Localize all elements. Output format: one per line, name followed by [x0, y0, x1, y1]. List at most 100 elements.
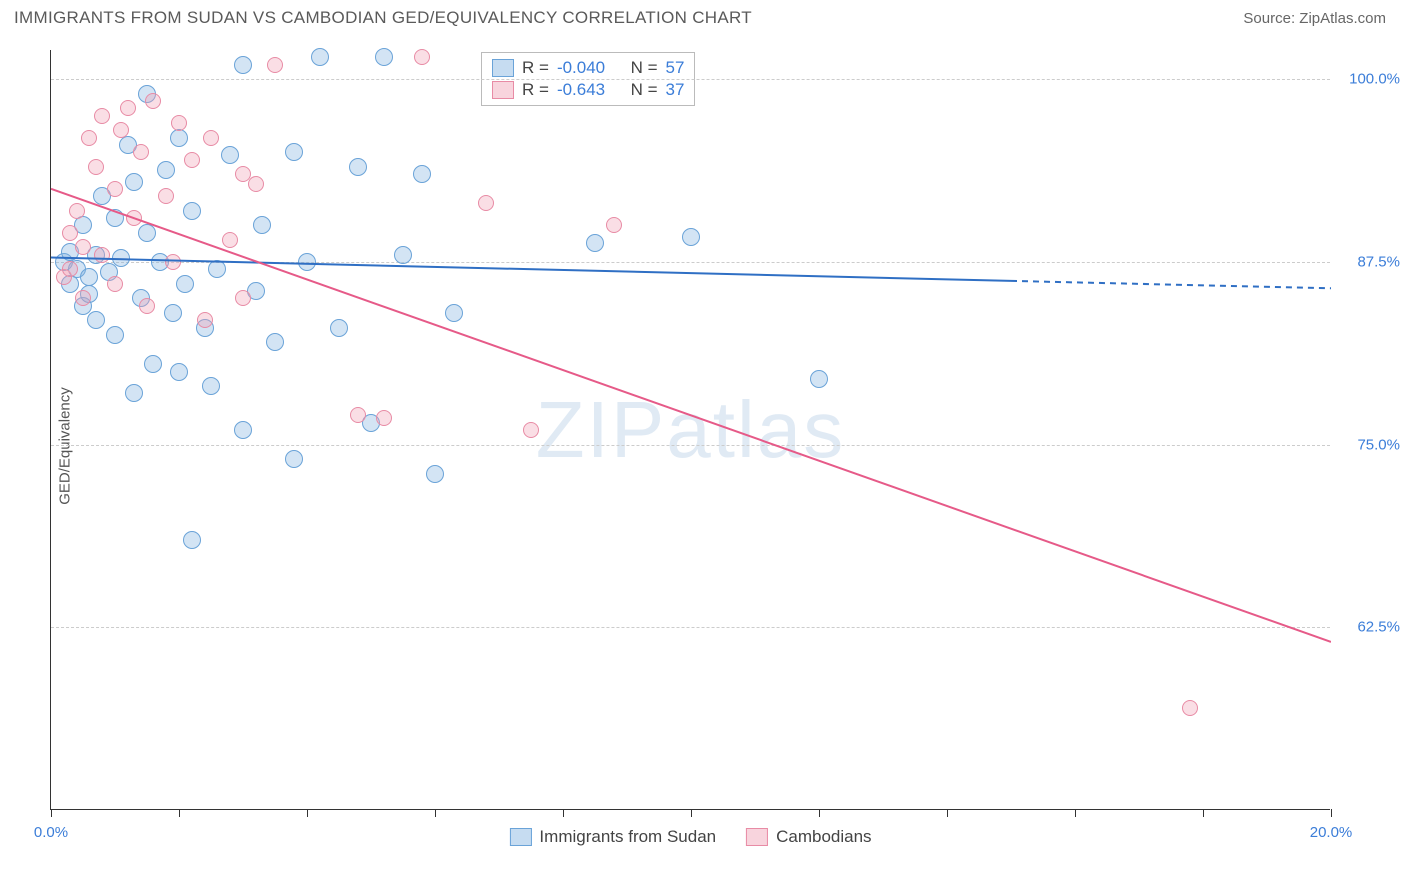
N-value-pink: 37 [666, 80, 685, 100]
x-tick [51, 809, 52, 817]
scatter-point [311, 48, 329, 66]
x-tick [179, 809, 180, 817]
scatter-point [330, 319, 348, 337]
scatter-point [139, 298, 155, 314]
R-label: R = [522, 80, 549, 100]
legend-item-blue: Immigrants from Sudan [509, 827, 716, 847]
scatter-point [125, 173, 143, 191]
x-tick-label: 0.0% [34, 824, 68, 841]
x-tick [947, 809, 948, 817]
scatter-point [62, 225, 78, 241]
watermark: ZIPatlas [536, 384, 845, 476]
scatter-point [184, 152, 200, 168]
scatter-point [69, 203, 85, 219]
scatter-point [87, 311, 105, 329]
scatter-point [158, 188, 174, 204]
scatter-point [138, 224, 156, 242]
source-label: Source: [1243, 10, 1295, 27]
scatter-point [267, 57, 283, 73]
scatter-point [165, 254, 181, 270]
legend-label-blue: Immigrants from Sudan [539, 827, 716, 847]
x-tick [1075, 809, 1076, 817]
R-value-pink: -0.643 [557, 80, 605, 100]
scatter-point [197, 312, 213, 328]
scatter-point [88, 159, 104, 175]
gridline [51, 262, 1330, 263]
legend-label-pink: Cambodians [776, 827, 871, 847]
x-tick [435, 809, 436, 817]
legend-swatch-pink [492, 81, 514, 99]
scatter-point [234, 421, 252, 439]
scatter-point [350, 407, 366, 423]
scatter-point [266, 333, 284, 351]
x-tick [1203, 809, 1204, 817]
scatter-point [133, 144, 149, 160]
scatter-point [107, 276, 123, 292]
scatter-point [376, 410, 392, 426]
scatter-point [144, 355, 162, 373]
legend-item-pink: Cambodians [746, 827, 871, 847]
scatter-point [170, 363, 188, 381]
x-tick [819, 809, 820, 817]
scatter-point [126, 210, 142, 226]
y-tick-label: 75.0% [1357, 436, 1400, 453]
scatter-point [413, 165, 431, 183]
scatter-point [445, 304, 463, 322]
scatter-point [202, 377, 220, 395]
scatter-point [75, 290, 91, 306]
scatter-point [253, 216, 271, 234]
scatter-point [171, 115, 187, 131]
legend-row-pink: R = -0.643 N = 37 [492, 79, 684, 101]
series-legend: Immigrants from Sudan Cambodians [509, 827, 871, 847]
scatter-point [298, 253, 316, 271]
scatter-point [349, 158, 367, 176]
R-label: R = [522, 58, 549, 78]
scatter-point [145, 93, 161, 109]
scatter-point [586, 234, 604, 252]
scatter-point [164, 304, 182, 322]
scatter-point [120, 100, 136, 116]
scatter-point [222, 232, 238, 248]
N-label: N = [631, 58, 658, 78]
scatter-point [81, 130, 97, 146]
x-tick [563, 809, 564, 817]
scatter-chart: ZIPatlas R = -0.040 N = 57 R = -0.643 N … [50, 50, 1330, 810]
scatter-point [682, 228, 700, 246]
scatter-point [606, 217, 622, 233]
N-label: N = [631, 80, 658, 100]
scatter-point [107, 181, 123, 197]
legend-row-blue: R = -0.040 N = 57 [492, 57, 684, 79]
scatter-point [414, 49, 430, 65]
scatter-point [183, 531, 201, 549]
N-value-blue: 57 [666, 58, 685, 78]
scatter-point [80, 268, 98, 286]
scatter-point [106, 209, 124, 227]
scatter-point [62, 261, 78, 277]
legend-swatch-blue [492, 59, 514, 77]
legend-swatch-blue [509, 828, 531, 846]
source-name: ZipAtlas.com [1299, 10, 1386, 27]
gridline [51, 627, 1330, 628]
x-tick [307, 809, 308, 817]
scatter-point [285, 143, 303, 161]
legend-swatch-pink [746, 828, 768, 846]
scatter-point [285, 450, 303, 468]
scatter-point [1182, 700, 1198, 716]
scatter-point [112, 249, 130, 267]
scatter-point [426, 465, 444, 483]
scatter-point [125, 384, 143, 402]
y-tick-label: 87.5% [1357, 253, 1400, 270]
x-tick-label: 20.0% [1310, 824, 1353, 841]
scatter-point [113, 122, 129, 138]
scatter-point [375, 48, 393, 66]
scatter-point [248, 176, 264, 192]
scatter-point [94, 247, 110, 263]
scatter-point [394, 246, 412, 264]
scatter-point [106, 326, 124, 344]
scatter-point [183, 202, 201, 220]
scatter-point [478, 195, 494, 211]
x-tick [1331, 809, 1332, 817]
scatter-point [234, 56, 252, 74]
scatter-point [810, 370, 828, 388]
scatter-point [75, 239, 91, 255]
